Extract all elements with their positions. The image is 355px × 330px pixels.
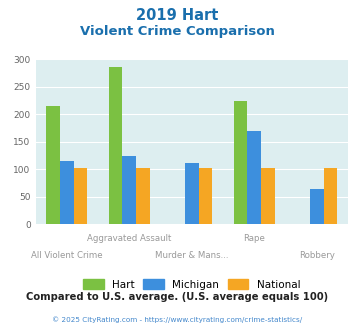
Bar (46, 106, 60, 224)
Bar (247, 131, 261, 224)
Bar (122, 156, 136, 224)
Bar (185, 163, 198, 224)
Text: Violent Crime Comparison: Violent Crime Comparison (80, 25, 275, 38)
Bar (310, 189, 323, 224)
Text: Aggravated Assault: Aggravated Assault (87, 234, 171, 243)
Text: Robbery: Robbery (299, 251, 335, 260)
Text: All Violent Crime: All Violent Crime (31, 251, 103, 260)
Bar (323, 168, 337, 224)
Bar (60, 161, 73, 224)
Bar (198, 168, 212, 224)
Legend: Hart, Michigan, National: Hart, Michigan, National (83, 279, 300, 290)
Bar (109, 67, 122, 224)
Text: Murder & Mans...: Murder & Mans... (155, 251, 229, 260)
Bar (261, 168, 275, 224)
Text: 2019 Hart: 2019 Hart (136, 8, 219, 23)
Text: Rape: Rape (243, 234, 265, 243)
Bar (136, 168, 150, 224)
Text: Compared to U.S. average. (U.S. average equals 100): Compared to U.S. average. (U.S. average … (26, 292, 329, 302)
Text: © 2025 CityRating.com - https://www.cityrating.com/crime-statistics/: © 2025 CityRating.com - https://www.city… (53, 317, 302, 323)
Bar (234, 101, 247, 224)
Bar (73, 168, 87, 224)
